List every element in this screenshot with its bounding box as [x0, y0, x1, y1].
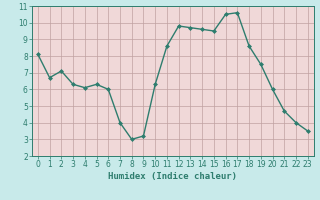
X-axis label: Humidex (Indice chaleur): Humidex (Indice chaleur) [108, 172, 237, 181]
